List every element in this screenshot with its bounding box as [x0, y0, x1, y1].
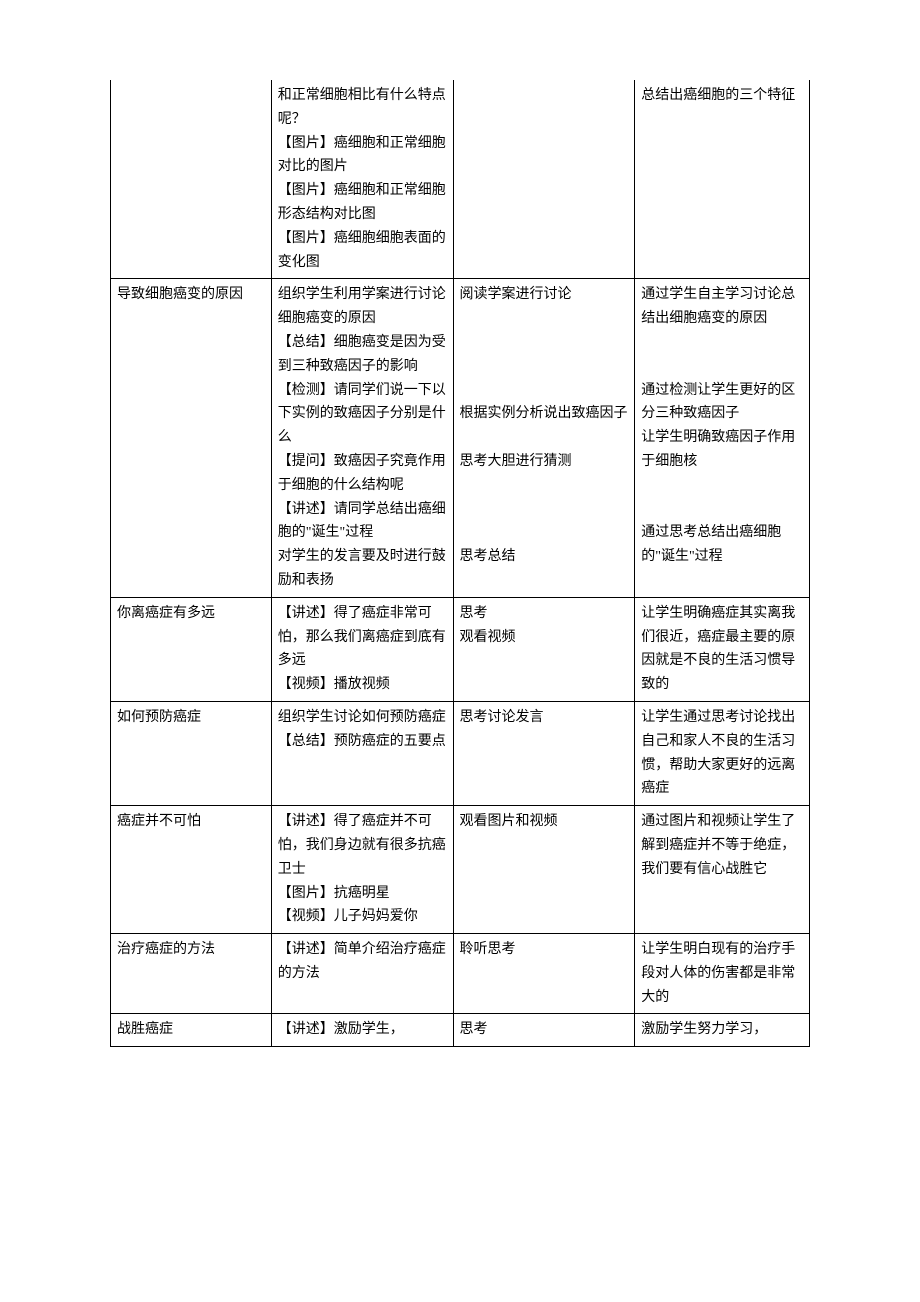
cell-student: 观看图片和视频 [453, 806, 635, 934]
table-row: 导致细胞癌变的原因 组织学生利用学案进行讨论细胞癌变的原因【总结】细胞癌变是因为… [111, 279, 810, 597]
table-row: 治疗癌症的方法 【讲述】简单介绍治疗癌症的方法 聆听思考 让学生明白现有的治疗手… [111, 934, 810, 1014]
cell-teacher: 【讲述】激励学生， [271, 1014, 453, 1047]
cell-teacher: 【讲述】简单介绍治疗癌症的方法 [271, 934, 453, 1014]
cell-student: 思考讨论发言 [453, 701, 635, 805]
cell-intent: 让学生通过思考讨论找出自己和家人不良的生活习惯，帮助大家更好的远离癌症 [635, 701, 810, 805]
cell-student: 思考观看视频 [453, 597, 635, 701]
cell-intent: 让学生明确癌症其实离我们很近，癌症最主要的原因就是不良的生活习惯导致的 [635, 597, 810, 701]
cell-topic: 你离癌症有多远 [111, 597, 272, 701]
cell-teacher: 和正常细胞相比有什么特点呢？【图片】癌细胞和正常细胞对比的图片【图片】癌细胞和正… [271, 80, 453, 279]
cell-student: 聆听思考 [453, 934, 635, 1014]
cell-topic: 导致细胞癌变的原因 [111, 279, 272, 597]
cell-teacher: 【讲述】得了癌症并不可怕，我们身边就有很多抗癌卫士【图片】抗癌明星【视频】儿子妈… [271, 806, 453, 934]
cell-intent: 通过学生自主学习讨论总结出细胞癌变的原因通过检测让学生更好的区分三种致癌因子让学… [635, 279, 810, 597]
cell-topic: 战胜癌症 [111, 1014, 272, 1047]
cell-intent: 总结出癌细胞的三个特征 [635, 80, 810, 279]
cell-student: 阅读学案进行讨论根据实例分析说出致癌因子思考大胆进行猜测思考总结 [453, 279, 635, 597]
table-row: 和正常细胞相比有什么特点呢？【图片】癌细胞和正常细胞对比的图片【图片】癌细胞和正… [111, 80, 810, 279]
cell-student: 思考 [453, 1014, 635, 1047]
cell-teacher: 组织学生讨论如何预防癌症【总结】预防癌症的五要点 [271, 701, 453, 805]
cell-teacher: 组织学生利用学案进行讨论细胞癌变的原因【总结】细胞癌变是因为受到三种致癌因子的影… [271, 279, 453, 597]
lesson-plan-table: 和正常细胞相比有什么特点呢？【图片】癌细胞和正常细胞对比的图片【图片】癌细胞和正… [110, 80, 810, 1047]
cell-topic: 癌症并不可怕 [111, 806, 272, 934]
table-row: 你离癌症有多远 【讲述】得了癌症非常可怕，那么我们离癌症到底有多远【视频】播放视… [111, 597, 810, 701]
table-row: 战胜癌症 【讲述】激励学生， 思考 激励学生努力学习， [111, 1014, 810, 1047]
table-body: 和正常细胞相比有什么特点呢？【图片】癌细胞和正常细胞对比的图片【图片】癌细胞和正… [111, 80, 810, 1047]
cell-topic: 如何预防癌症 [111, 701, 272, 805]
cell-intent: 让学生明白现有的治疗手段对人体的伤害都是非常大的 [635, 934, 810, 1014]
table-row: 如何预防癌症 组织学生讨论如何预防癌症【总结】预防癌症的五要点 思考讨论发言 让… [111, 701, 810, 805]
cell-intent: 激励学生努力学习， [635, 1014, 810, 1047]
table-row: 癌症并不可怕 【讲述】得了癌症并不可怕，我们身边就有很多抗癌卫士【图片】抗癌明星… [111, 806, 810, 934]
cell-student [453, 80, 635, 279]
cell-intent: 通过图片和视频让学生了解到癌症并不等于绝症，我们要有信心战胜它 [635, 806, 810, 934]
cell-topic: 治疗癌症的方法 [111, 934, 272, 1014]
cell-teacher: 【讲述】得了癌症非常可怕，那么我们离癌症到底有多远【视频】播放视频 [271, 597, 453, 701]
cell-topic [111, 80, 272, 279]
